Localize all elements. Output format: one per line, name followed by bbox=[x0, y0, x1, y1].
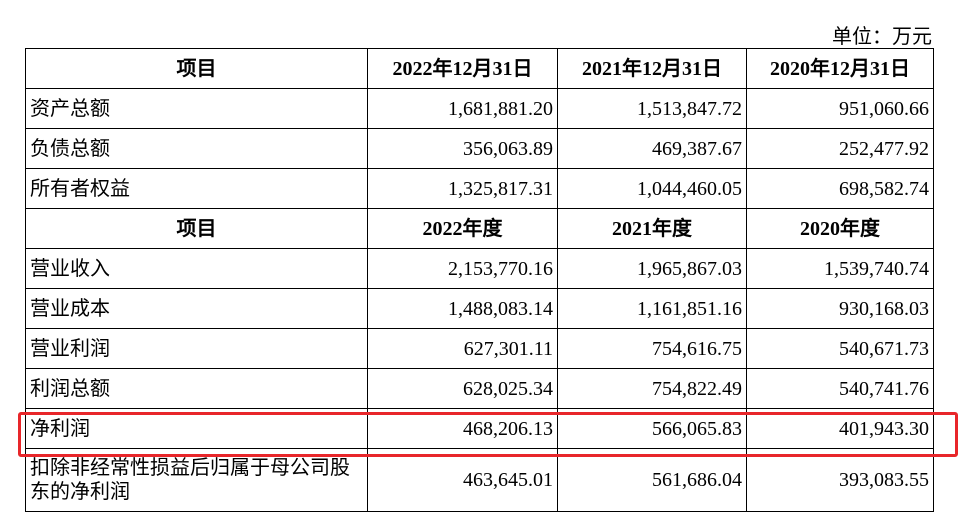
value-cell: 930,168.03 bbox=[746, 288, 934, 329]
value-cell: 393,083.55 bbox=[746, 448, 934, 512]
header-row: 项目 2022年度 2021年度 2020年度 bbox=[25, 208, 934, 249]
data-row: 营业收入 2,153,770.16 1,965,867.03 1,539,740.74 bbox=[25, 248, 934, 289]
item-cell: 扣除非经常性损益后归属于母公司股东的净利润 bbox=[25, 448, 368, 512]
value-cell: 1,513,847.72 bbox=[557, 88, 747, 129]
item-cell: 利润总额 bbox=[25, 368, 368, 409]
data-row: 扣除非经常性损益后归属于母公司股东的净利润 463,645.01 561,686.0… bbox=[25, 448, 934, 512]
header-cell: 2022年度 bbox=[367, 208, 558, 249]
value-cell: 1,044,460.05 bbox=[557, 168, 747, 209]
data-row: 营业成本 1,488,083.14 1,161,851.16 930,168.03 bbox=[25, 288, 934, 329]
value-cell: 951,060.66 bbox=[746, 88, 934, 129]
value-cell: 754,822.49 bbox=[557, 368, 747, 409]
header-cell: 2020年12月31日 bbox=[746, 48, 934, 89]
item-cell: 负债总额 bbox=[25, 128, 368, 169]
value-cell: 628,025.34 bbox=[367, 368, 558, 409]
item-cell: 所有者权益 bbox=[25, 168, 368, 209]
data-row: 负债总额 356,063.89 469,387.67 252,477.92 bbox=[25, 128, 934, 169]
value-cell: 1,681,881.20 bbox=[367, 88, 558, 129]
item-cell: 营业利润 bbox=[25, 328, 368, 369]
header-cell: 项目 bbox=[25, 208, 368, 249]
header-cell: 2020年度 bbox=[746, 208, 934, 249]
value-cell: 469,387.67 bbox=[557, 128, 747, 169]
value-cell: 561,686.04 bbox=[557, 448, 747, 512]
value-cell: 566,065.83 bbox=[557, 408, 747, 449]
item-cell: 资产总额 bbox=[25, 88, 368, 129]
header-cell: 2021年度 bbox=[557, 208, 747, 249]
value-cell: 1,161,851.16 bbox=[557, 288, 747, 329]
value-cell: 754,616.75 bbox=[557, 328, 747, 369]
item-cell: 营业收入 bbox=[25, 248, 368, 289]
header-cell: 项目 bbox=[25, 48, 368, 89]
item-cell: 净利润 bbox=[25, 408, 368, 449]
value-cell: 356,063.89 bbox=[367, 128, 558, 169]
value-cell: 698,582.74 bbox=[746, 168, 934, 209]
data-row: 所有者权益 1,325,817.31 1,044,460.05 698,582.74 bbox=[25, 168, 934, 209]
value-cell: 1,965,867.03 bbox=[557, 248, 747, 289]
value-cell: 252,477.92 bbox=[746, 128, 934, 169]
value-cell: 1,539,740.74 bbox=[746, 248, 934, 289]
data-row: 净利润 468,206.13 566,065.83 401,943.30 bbox=[25, 408, 934, 449]
data-row: 营业利润 627,301.11 754,616.75 540,671.73 bbox=[25, 328, 934, 369]
unit-label: 单位：万元 bbox=[832, 26, 932, 48]
item-cell: 营业成本 bbox=[25, 288, 368, 329]
value-cell: 627,301.11 bbox=[367, 328, 558, 369]
value-cell: 401,943.30 bbox=[746, 408, 934, 449]
value-cell: 468,206.13 bbox=[367, 408, 558, 449]
data-row: 资产总额 1,681,881.20 1,513,847.72 951,060.66 bbox=[25, 88, 934, 129]
header-cell: 2021年12月31日 bbox=[557, 48, 747, 89]
value-cell: 540,741.76 bbox=[746, 368, 934, 409]
data-row: 利润总额 628,025.34 754,822.49 540,741.76 bbox=[25, 368, 934, 409]
value-cell: 540,671.73 bbox=[746, 328, 934, 369]
header-row: 项目 2022年12月31日 2021年12月31日 2020年12月31日 bbox=[25, 48, 934, 89]
value-cell: 1,325,817.31 bbox=[367, 168, 558, 209]
value-cell: 2,153,770.16 bbox=[367, 248, 558, 289]
value-cell: 463,645.01 bbox=[367, 448, 558, 512]
header-cell: 2022年12月31日 bbox=[367, 48, 558, 89]
value-cell: 1,488,083.14 bbox=[367, 288, 558, 329]
financial-table: 项目 2022年12月31日 2021年12月31日 2020年12月31日 资产总额 1… bbox=[25, 48, 934, 512]
